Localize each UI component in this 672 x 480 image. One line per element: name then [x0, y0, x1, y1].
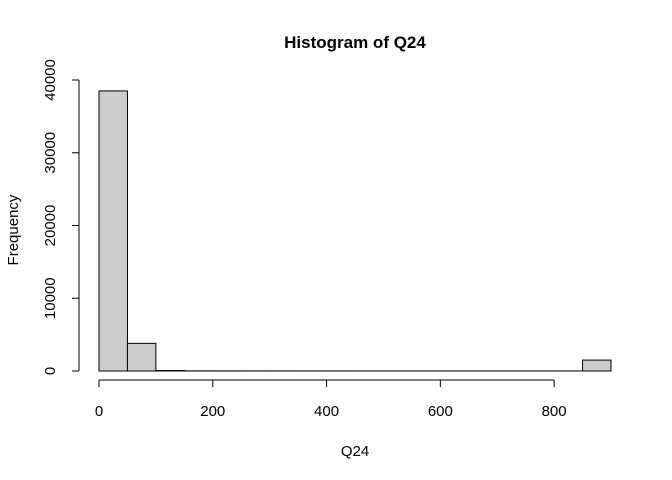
x-tick-label-3: 600 — [428, 403, 453, 420]
y-tick-label-3: 30000 — [42, 132, 59, 174]
x-axis-label: Q24 — [341, 443, 369, 460]
x-tick-label-4: 800 — [542, 403, 567, 420]
x-tick-label-2: 400 — [314, 403, 339, 420]
histogram-bar-0 — [98, 90, 128, 372]
y-tick-label-0: 0 — [42, 367, 59, 375]
y-tick-label-1: 10000 — [42, 277, 59, 319]
bars-group — [98, 90, 612, 372]
x-axis: 0 200 400 600 800 — [95, 379, 567, 420]
y-axis-label: Frequency — [5, 194, 22, 265]
histogram-bar-1 — [126, 342, 157, 372]
histogram-bar-17 — [582, 359, 612, 372]
y-axis: 0 10000 20000 30000 40000 — [42, 59, 80, 375]
chart-title: Histogram of Q24 — [284, 33, 426, 52]
x-tick-label-0: 0 — [95, 403, 103, 420]
y-tick-label-2: 20000 — [42, 205, 59, 247]
x-tick-label-1: 200 — [200, 403, 225, 420]
y-tick-label-4: 40000 — [42, 59, 59, 101]
